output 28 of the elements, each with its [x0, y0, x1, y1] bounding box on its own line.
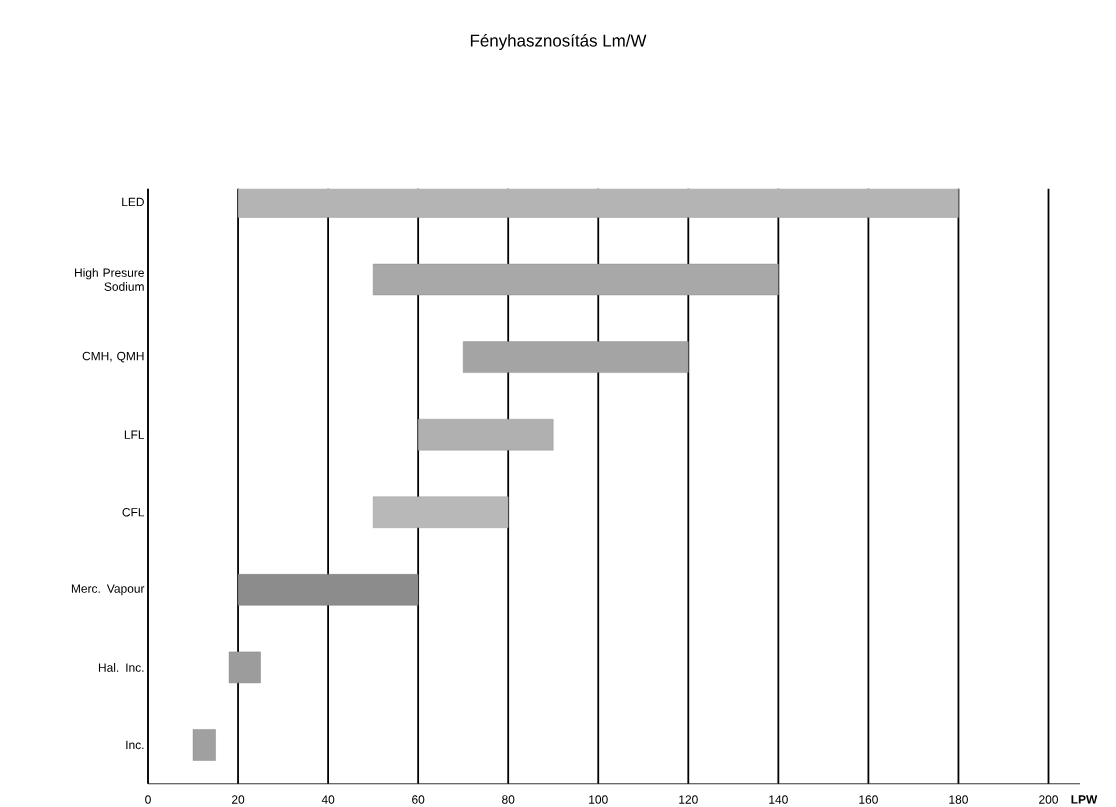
y-tick-label: CFL [122, 508, 145, 517]
bar [192, 729, 216, 761]
x-tick-label: 200 [1039, 795, 1058, 804]
y-tick-label: LED [122, 197, 144, 207]
bar [372, 263, 779, 296]
x-tick-label: 100 [589, 795, 608, 804]
bar [228, 651, 261, 684]
x-tick-label: 180 [949, 795, 968, 804]
x-tick-label: 160 [859, 795, 878, 804]
bar [462, 341, 689, 373]
y-tick-label: Hal. Inc. [98, 663, 144, 672]
bar [237, 574, 419, 606]
x-tick-label: 120 [679, 795, 698, 804]
y-tick-label: CMH, QMH [82, 351, 144, 363]
y-tick-label: LFL [124, 430, 145, 439]
y-tick-label: High Presure Sodium [75, 268, 144, 291]
x-tick-label: 0 [145, 795, 151, 804]
x-tick-label: 80 [502, 795, 515, 804]
x-axis-title: LPW [1071, 795, 1098, 804]
y-tick-label: Merc. Vapour [71, 584, 145, 596]
chart-title: Fényhasznosítás Lm/W [470, 33, 647, 50]
x-tick-label: 20 [232, 795, 245, 804]
bar [417, 418, 554, 451]
bar [372, 496, 509, 528]
x-tick-label: 60 [412, 795, 425, 804]
x-tick-label: 140 [769, 795, 788, 804]
y-tick-label: Inc. [126, 740, 144, 750]
x-tick-label: 40 [321, 795, 335, 804]
